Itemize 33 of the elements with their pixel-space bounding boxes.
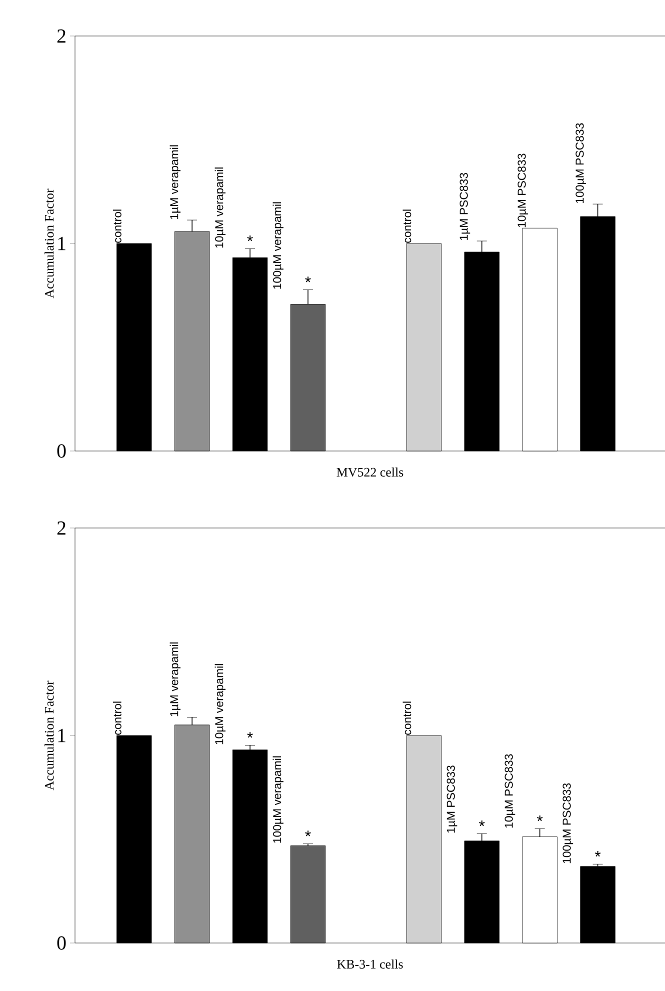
x-axis-title: KB-3-1 cells — [337, 959, 403, 969]
y-axis-title: Accumulation Factor — [44, 188, 54, 298]
x-tick-label: 1µM verapamil — [170, 145, 180, 219]
y-axis-title: Accumulation Factor — [44, 680, 54, 790]
x-tick-label: 1µM PSC833 — [446, 766, 458, 833]
y-tick-label: 0 — [57, 936, 66, 950]
x-tick-label: control — [112, 702, 122, 735]
x-tick-label: 100µM PSC833 — [562, 783, 574, 864]
data-label: * — [479, 820, 485, 826]
x-tick-label: 100µM verapamil — [272, 756, 284, 843]
y-tick-label: 0 — [57, 444, 66, 458]
y-tick-label: 2 — [57, 29, 66, 43]
data-label: * — [594, 850, 601, 857]
x-tick-label: control — [402, 210, 412, 243]
data-label: * — [536, 816, 543, 822]
x-tick-label: 100µM PSC833 — [576, 123, 586, 203]
y-tick-label: 1 — [58, 236, 66, 250]
y-tick-label: 2 — [57, 521, 66, 535]
x-tick-label: 10µM PSC833 — [518, 154, 528, 228]
x-tick-label: 10µM verapamil — [214, 168, 226, 248]
x-tick-label: 1µM PSC833 — [460, 172, 470, 240]
data-label: * — [305, 830, 311, 836]
data-label: * — [247, 732, 253, 738]
x-tick-label: 100µM verapamil — [272, 202, 284, 289]
data-label: * — [247, 236, 253, 242]
x-tick-label: control — [402, 702, 412, 735]
x-axis-title: MV522 cells — [336, 467, 404, 477]
data-label: * — [305, 276, 311, 282]
x-tick-label: 10µM PSC833 — [504, 754, 516, 828]
x-tick-label: 10µM verapamil — [214, 664, 226, 744]
y-tick-label: 1 — [58, 728, 66, 742]
x-tick-label: 1µM verapamil — [170, 642, 180, 716]
x-tick-label: control — [112, 210, 122, 243]
